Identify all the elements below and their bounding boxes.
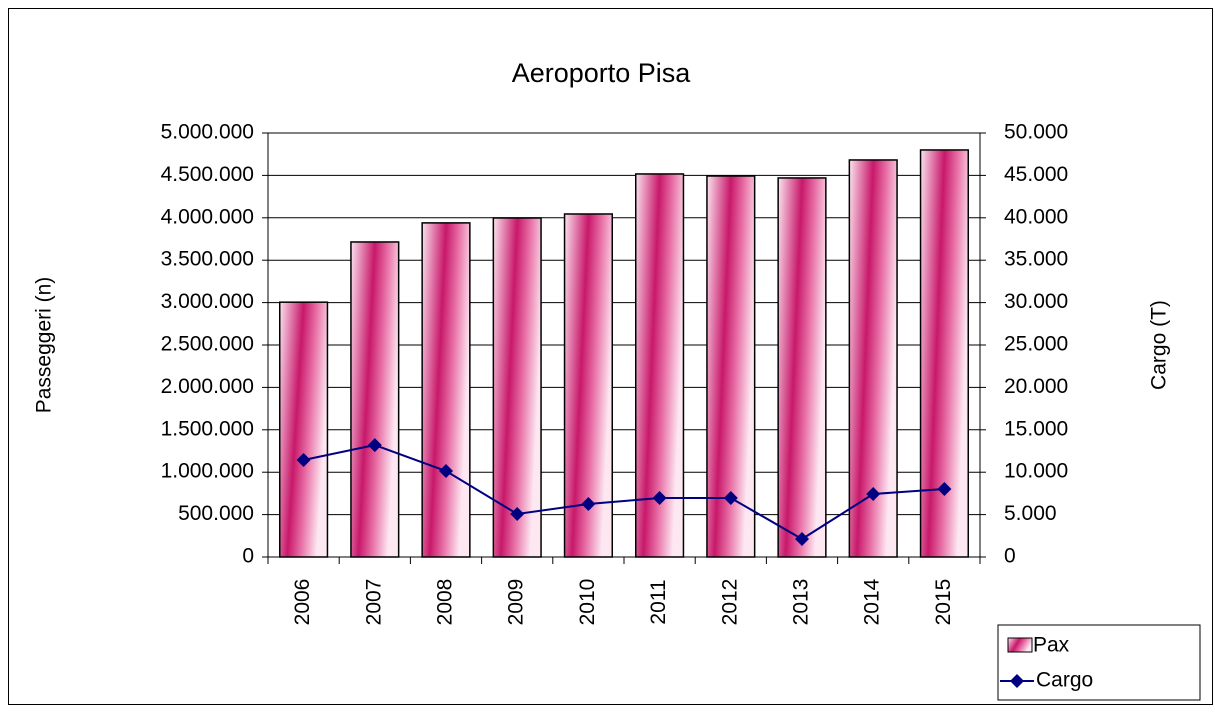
x-tick-label: 2010 (576, 579, 599, 626)
y2-tick-label: 50.000 (1004, 121, 1068, 144)
x-tick-label: 2013 (790, 579, 813, 626)
x-tick-label: 2009 (505, 579, 528, 626)
y2-tick-label: 5.000 (1004, 502, 1057, 525)
x-tick-label: 2012 (718, 579, 741, 626)
x-tick-label: 2007 (362, 579, 385, 626)
y-tick-label: 2.500.000 (161, 333, 254, 356)
y2-tick-label: 30.000 (1004, 290, 1068, 313)
x-tick-label: 2014 (861, 578, 884, 625)
chart-title: Aeroporto Pisa (512, 58, 692, 88)
x-tick-label: 2006 (291, 579, 314, 626)
bar (421, 222, 471, 558)
y-tick-label: 3.500.000 (161, 248, 254, 271)
y-tick-label: 4.000.000 (161, 205, 254, 228)
marker (439, 464, 453, 479)
marker (581, 497, 596, 511)
legend-marker (1010, 674, 1024, 688)
y-axis-label: Passeggeri (n) (33, 277, 56, 414)
y-tick-label: 5.000.000 (161, 121, 254, 144)
marker (367, 438, 382, 453)
legend (997, 624, 1201, 701)
marker (937, 481, 952, 496)
x-tick-label: 2011 (647, 579, 670, 624)
bar (492, 217, 542, 558)
y2-tick-label: 35.000 (1004, 248, 1068, 271)
marker (866, 486, 881, 501)
x-tick-label: 2015 (932, 579, 955, 626)
bar (278, 301, 329, 558)
y2-tick-label: 15.000 (1004, 417, 1068, 440)
y-tick-label: 4.500.000 (161, 163, 254, 186)
legend-label: Pax (1033, 634, 1070, 657)
line (303, 444, 945, 541)
marker (795, 532, 809, 547)
bar (777, 177, 827, 558)
marker (723, 490, 738, 505)
y-tick-label: 500.000 (178, 502, 254, 525)
y-tick-label: 1.000.000 (161, 460, 254, 483)
y-tick-label: 0 (242, 545, 254, 568)
y2-tick-label: 40.000 (1004, 205, 1068, 228)
x-tick-label: 2008 (434, 579, 457, 626)
marker (510, 507, 525, 522)
y2-axis-label: Cargo (T) (1148, 300, 1171, 390)
y-tick-label: 3.000.000 (161, 290, 254, 313)
y2-tick-label: 25.000 (1004, 333, 1068, 356)
y2-tick-label: 20.000 (1004, 375, 1068, 398)
y-tick-label: 1.500.000 (161, 417, 254, 440)
y2-tick-label: 45.000 (1004, 163, 1068, 186)
bar (848, 159, 898, 558)
legend-swatch (1007, 637, 1033, 653)
legend-label: Cargo (1036, 669, 1093, 692)
marker (296, 452, 311, 467)
y2-tick-label: 0 (1004, 545, 1016, 568)
bar (350, 241, 400, 558)
y2-tick-label: 10.000 (1004, 460, 1068, 483)
y-tick-label: 2.000.000 (161, 375, 254, 398)
marker (652, 490, 667, 505)
